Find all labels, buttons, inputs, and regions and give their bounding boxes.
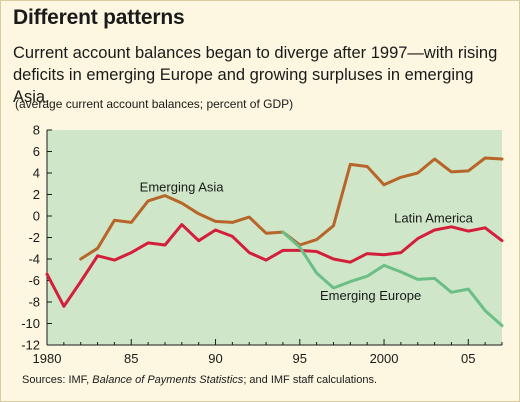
y-tick-label: 0 <box>33 209 40 224</box>
series-label-emerging-asia: Emerging Asia <box>140 179 225 194</box>
series-lines <box>45 156 504 328</box>
plot-area <box>47 130 502 345</box>
y-tick-label: -6 <box>28 273 40 288</box>
x-tick-label: 1980 <box>33 351 62 366</box>
source-prefix: Sources: IMF, <box>22 374 93 386</box>
chart-subtitle: Current account balances began to diverg… <box>13 44 498 106</box>
y-tick-label: -4 <box>28 252 40 267</box>
x-axis: 1980 85 90 95 2000 05 <box>33 339 503 366</box>
x-tick-label: 05 <box>461 351 475 366</box>
y-tick-label: -8 <box>28 295 40 310</box>
y-tick-label: 6 <box>33 144 40 159</box>
x-tick-label: 90 <box>208 351 222 366</box>
y-tick-label: -2 <box>28 230 40 245</box>
units-note: (average current account balances; perce… <box>15 97 294 111</box>
series-labels: Emerging Asia Latin America Emerging Europ… <box>140 179 474 303</box>
x-tick-label: 95 <box>293 351 307 366</box>
source-suffix: ; and IMF staff calculations. <box>243 374 378 386</box>
y-tick-label: 8 <box>33 123 40 138</box>
series-label-emerging-europe: Emerging Europe <box>320 288 421 303</box>
x-tick-label: 2000 <box>370 351 399 366</box>
source-publication: Balance of Payments Statistics <box>92 374 244 386</box>
series-line-latin-america <box>45 223 504 308</box>
source-note: Sources: IMF, Balance of Payments Statis… <box>22 374 377 386</box>
series-label-latin-america: Latin America <box>394 210 474 225</box>
y-tick-label: -12 <box>21 338 40 353</box>
y-axis: 8 6 4 2 0 -2 -4 -6 -8 -10 -12 <box>21 123 52 353</box>
y-tick-label: 2 <box>33 187 40 202</box>
y-tick-label: -10 <box>21 316 40 331</box>
y-tick-label: 4 <box>33 166 40 181</box>
x-tick-label: 85 <box>124 351 138 366</box>
series-line-emerging-europe <box>281 230 504 328</box>
chart-title: Different patterns <box>13 6 185 29</box>
